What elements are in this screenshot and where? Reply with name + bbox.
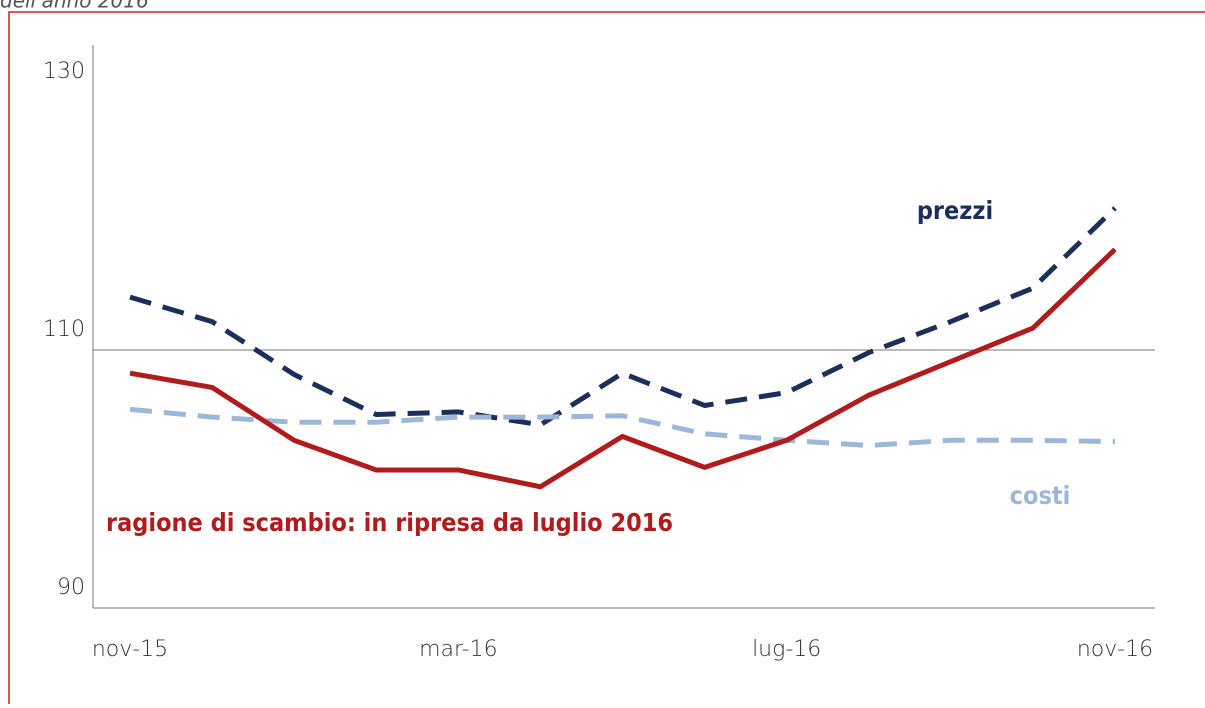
y-tick-label: 90 — [57, 575, 85, 600]
series-label: prezzi — [917, 196, 993, 225]
frame — [8, 11, 1205, 708]
series-line — [129, 406, 1116, 448]
x-tick-label: mar-16 — [419, 637, 497, 662]
y-tick-label: 110 — [43, 317, 85, 342]
x-tick-label: nov-15 — [92, 637, 168, 662]
y-tick-label: 130 — [43, 59, 85, 84]
x-tick-label: lug-16 — [752, 637, 821, 662]
series-line — [129, 247, 1117, 490]
subtitle: dell'anno 2016 — [0, 0, 149, 13]
series-label: costi — [1010, 481, 1071, 510]
series-line — [129, 206, 1117, 428]
x-tick-label: nov-16 — [1077, 637, 1153, 662]
series-label: ragione di scambio: in ripresa da luglio… — [106, 508, 673, 537]
